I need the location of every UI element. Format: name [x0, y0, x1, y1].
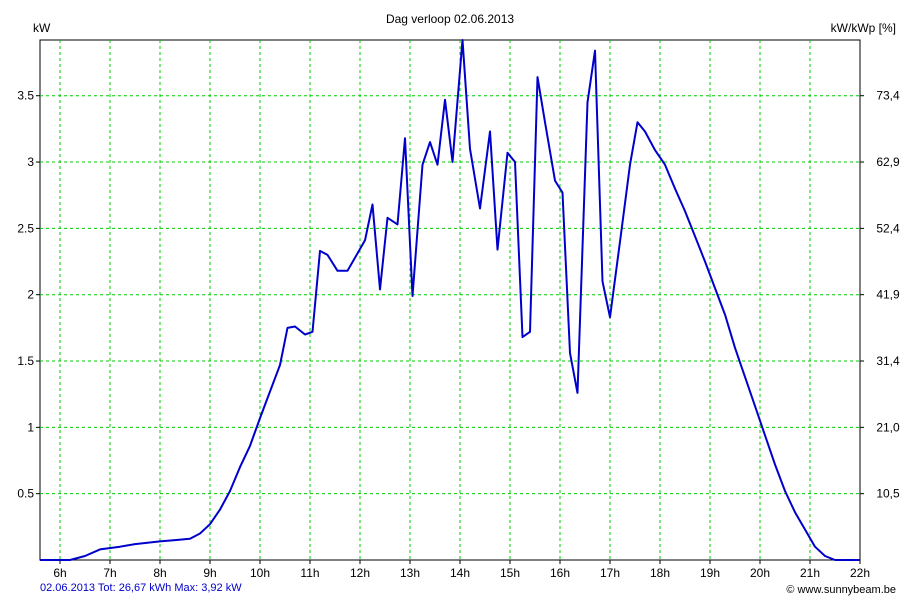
- y-tick-label-right: 31,4: [876, 354, 900, 368]
- x-tick-label: 22h: [850, 566, 870, 580]
- y-tick-label-left: 3.5: [17, 89, 34, 103]
- y-tick-label-left: 1.5: [17, 354, 34, 368]
- y-tick-label-left: 0.5: [17, 487, 34, 501]
- power-series-line: [40, 39, 860, 561]
- x-tick-label: 20h: [750, 566, 770, 580]
- y-tick-label-left: 3: [27, 155, 34, 169]
- credit-link[interactable]: © www.sunnybeam.be: [786, 584, 896, 596]
- x-tick-label: 14h: [450, 566, 470, 580]
- y-tick-label-left: 2: [27, 288, 34, 302]
- y-axis-left-label: kW: [33, 21, 51, 35]
- y-tick-label-left: 2.5: [17, 221, 34, 235]
- y-axis-right-label: kW/kWp [%]: [830, 21, 896, 35]
- plot-area: [39, 39, 861, 561]
- x-tick-label: 7h: [103, 566, 116, 580]
- x-tick-label: 10h: [250, 566, 270, 580]
- x-tick-label: 21h: [800, 566, 820, 580]
- y-tick-label-right: 62,9: [876, 155, 900, 169]
- y-tick-label-right: 21,0: [876, 420, 900, 434]
- y-tick-label-right: 41,9: [876, 288, 900, 302]
- y-tick-label-right: 52,4: [876, 221, 900, 235]
- x-tick-label: 16h: [550, 566, 570, 580]
- x-tick-label: 9h: [203, 566, 216, 580]
- x-tick-label: 15h: [500, 566, 520, 580]
- x-tick-label: 12h: [350, 566, 370, 580]
- grid: [40, 40, 860, 560]
- y-tick-label-right: 73,4: [876, 89, 900, 103]
- x-tick-label: 17h: [600, 566, 620, 580]
- x-tick-label: 8h: [153, 566, 166, 580]
- y-tick-label-right: 10,5: [876, 487, 900, 501]
- x-tick-label: 13h: [400, 566, 420, 580]
- x-tick-label: 18h: [650, 566, 670, 580]
- x-tick-label: 6h: [53, 566, 66, 580]
- axis-ticks: 6h 7h 8h 9h 10h 11h 12h 13h 14h 15h 16h 17h 18h 19h 20…: [17, 89, 900, 580]
- x-tick-label: 19h: [700, 566, 720, 580]
- y-tick-label-left: 1: [27, 420, 34, 434]
- daily-summary: 02.06.2013 Tot: 26,67 kWh Max: 3,92 kW: [40, 582, 242, 594]
- chart-title: Dag verloop 02.06.2013: [385, 12, 515, 26]
- x-tick-label: 11h: [300, 566, 319, 580]
